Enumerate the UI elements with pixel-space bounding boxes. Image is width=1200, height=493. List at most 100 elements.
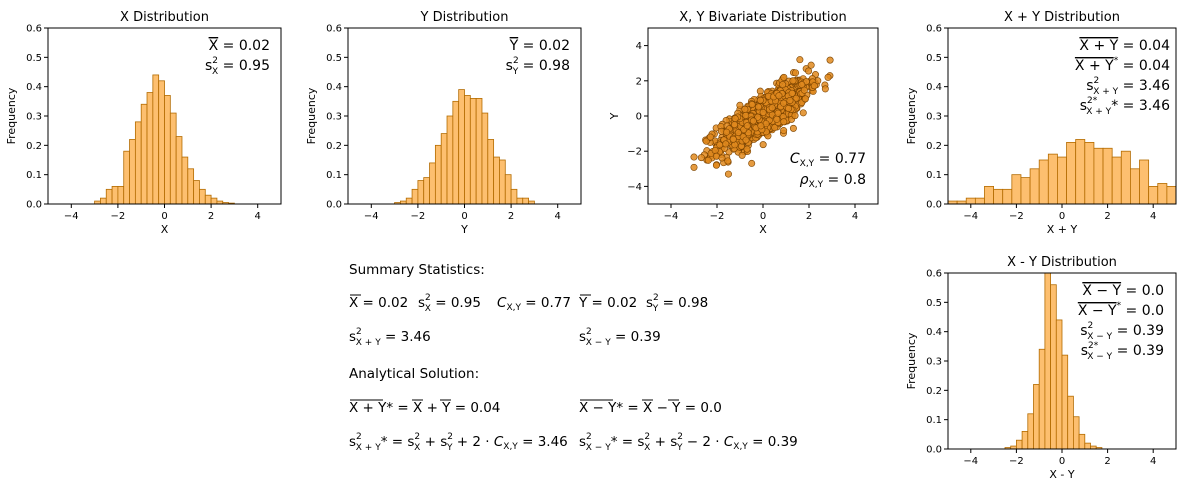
summary-row-4: s2 X + Y* = s2 X + s2 Y + 2 · CX,Y = 3.46 s…: [349, 432, 798, 453]
variance-x: s2 X = 0.95: [418, 293, 481, 314]
x-tick-label: −4: [664, 211, 679, 222]
y-tick-label: 0.3: [926, 357, 942, 368]
scatter-point: [738, 151, 746, 159]
y-tick-label: 0.6: [326, 24, 342, 35]
x-tick-label: −4: [963, 456, 978, 467]
x-tick-label: 2: [1104, 456, 1110, 467]
histogram-bar: [152, 74, 160, 204]
histogram-bar: [974, 197, 985, 204]
histogram-bar: [434, 144, 442, 204]
x-tick-label: −4: [64, 211, 79, 222]
y-tick-label: 0.1: [926, 170, 942, 181]
scatter-point: [723, 128, 731, 136]
y-tick-label: 0.5: [26, 53, 42, 64]
y-tick-label: 0.0: [326, 200, 342, 211]
histogram-bar: [1029, 168, 1040, 204]
histogram-bar: [475, 98, 483, 204]
y-tick-label: 0.2: [326, 141, 342, 152]
scatter-point: [742, 111, 750, 119]
scatter-point: [756, 96, 764, 104]
histogram-bar: [1027, 413, 1034, 449]
scatter-point: [748, 159, 756, 167]
x-tick-label: 4: [255, 211, 261, 222]
scatter-point: [702, 137, 710, 145]
summary-row-3: X + Y* = X + Y = 0.04 X − Y* = X − Y = 0…: [349, 399, 722, 416]
histogram-bar: [140, 103, 148, 204]
annotation: X = 0.02: [209, 38, 270, 54]
histogram-bar: [1033, 384, 1040, 449]
scatter-points: [690, 56, 834, 178]
y-tick-label: 2: [636, 76, 642, 87]
histogram-bar: [1057, 156, 1067, 204]
histogram-bar: [123, 150, 130, 204]
histogram-bar: [1111, 156, 1122, 204]
scatter-point: [754, 103, 762, 111]
plot-frame: [947, 272, 1177, 450]
x-tick-label: 2: [806, 211, 812, 222]
covariance-xy: CX,Y = 0.77: [497, 295, 571, 313]
annotation: s2 X = 0.95: [205, 56, 270, 77]
annotation: X + Y = 0.04: [1079, 38, 1170, 54]
histogram-bar: [146, 92, 154, 204]
scatter-point: [730, 121, 738, 129]
histogram-bar: [117, 185, 125, 204]
y-tick-label: 0.4: [326, 82, 342, 93]
scatter-point: [754, 113, 762, 121]
histogram-bar: [1020, 177, 1031, 204]
analytical-diff-variance: s2 X − Y* = s2 X + s2 Y − 2 · CX,Y = 0.39: [579, 432, 798, 453]
y-tick-label: 0.3: [926, 112, 942, 123]
histogram-bar: [169, 112, 177, 204]
x-tick-label: 2: [508, 211, 514, 222]
scatter-point: [796, 56, 804, 64]
x-tick-label: −2: [411, 211, 426, 222]
scatter-point: [789, 124, 797, 132]
histogram-bar: [1066, 141, 1077, 204]
y-tick-label: 0.6: [926, 269, 942, 280]
histogram-bar: [493, 156, 500, 204]
x-tick-label: 0: [1059, 211, 1065, 222]
y-tick-label: 0.2: [926, 141, 942, 152]
histogram-bar: [1194, 198, 1200, 204]
y-tick-label: 0.6: [26, 24, 42, 35]
scatter-point: [792, 69, 800, 77]
scatter-point: [711, 146, 719, 154]
scatter-point: [801, 95, 809, 103]
plot-frame: [47, 27, 282, 205]
scatter-point: [749, 117, 757, 125]
x-tick-label: 2: [208, 211, 214, 222]
y-tick-label: 0.4: [926, 82, 942, 93]
chart-title: X Distribution: [120, 10, 209, 25]
histogram-bar: [1055, 319, 1063, 449]
annotation: CX,Y = 0.77: [790, 151, 866, 169]
annotation: s2* X + Y* = 3.46: [1080, 96, 1170, 117]
histogram-bar: [187, 168, 195, 204]
x-hist-chart: X Distribution −4 −2 0 2 4 0.0 0.1 0.2 0.3 0.4 0.5 0…: [5, 10, 282, 236]
x-axis-label: X - Y: [1049, 468, 1074, 481]
y-axis-label: Y: [608, 112, 621, 120]
y-axis-label: Frequency: [905, 332, 918, 389]
y-tick-label: 0.1: [926, 415, 942, 426]
y-tick-label: 0.3: [326, 112, 342, 123]
histogram-bar: [210, 197, 218, 204]
mean-x: X = 0.02: [349, 295, 408, 311]
chart-title: X + Y Distribution: [1004, 10, 1120, 25]
summary-statistics: Summary Statistics: X = 0.02 s2 X = 0.95 …: [349, 262, 798, 453]
x-tick-label: 0: [461, 211, 467, 222]
histogram-bar: [1050, 284, 1057, 449]
histogram-bar: [1130, 168, 1140, 204]
scatter-point: [712, 161, 720, 169]
histogram-bars: [1004, 273, 1103, 449]
analytical-diff-mean: X − Y* = X − Y = 0.0: [579, 400, 722, 416]
y-axis-label: Frequency: [5, 87, 18, 144]
histogram-bar: [1075, 139, 1086, 204]
annotation: s2* X − Y = 0.39: [1081, 341, 1164, 362]
scatter-point: [798, 81, 806, 89]
annotation: s2 X + Y = 3.46: [1086, 76, 1170, 97]
x-axis-label: X: [759, 223, 767, 236]
plot-frame: [347, 27, 582, 205]
variance-sum: s2 X + Y = 3.46: [349, 327, 431, 348]
histogram-bars: [394, 89, 535, 204]
x-tick-label: −2: [1009, 211, 1024, 222]
histogram-bar: [458, 89, 465, 204]
scatter-point: [780, 127, 788, 135]
